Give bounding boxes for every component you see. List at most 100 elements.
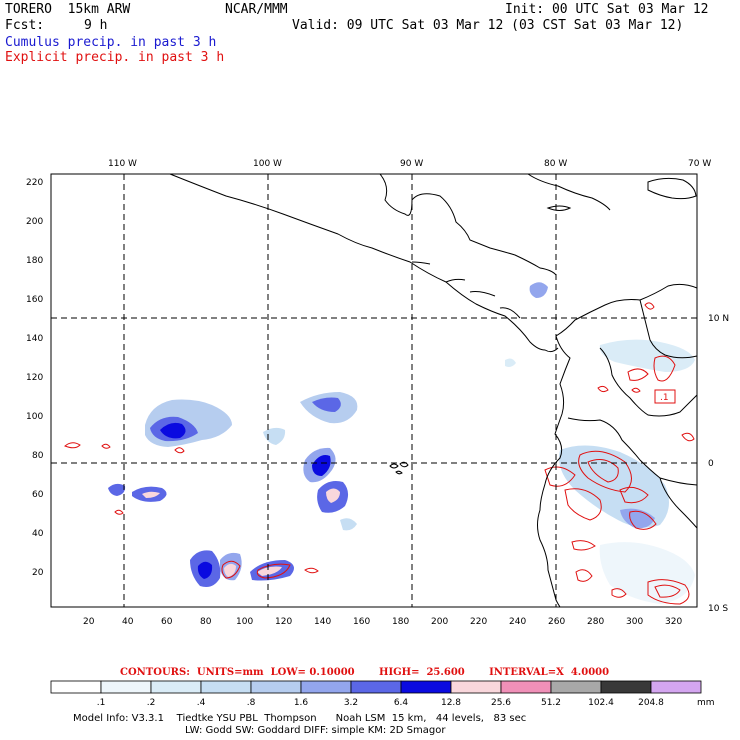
- precip-contour: [114, 509, 124, 515]
- precip-contour: [619, 486, 649, 504]
- precip-area: [108, 483, 126, 496]
- legend-swatch: [600, 680, 652, 694]
- forecast-hours: 9 h: [84, 18, 108, 33]
- label-box-text: .1: [660, 393, 669, 403]
- init-time: Init: 00 UTC Sat 03 Mar 12: [505, 2, 709, 17]
- precip-area: [599, 542, 695, 604]
- legend-swatch: [300, 680, 352, 694]
- precip-contour: [544, 466, 576, 487]
- ecuador-border: [567, 417, 698, 486]
- legend-color-bar: [50, 680, 702, 694]
- cumulus-precip-areas: [108, 282, 695, 604]
- y-tick: 100: [26, 412, 43, 422]
- legend-swatch: [250, 680, 302, 694]
- legend-labels: .1 .2 .4 .8 1.6 3.2 6.4 12.8 25.6 51.2 102.4 204.8: [97, 698, 664, 708]
- legend-swatch: [650, 680, 702, 694]
- jamaica: [546, 205, 572, 211]
- legend-swatch: [550, 680, 602, 694]
- y-tick-labels: 220 200 180 160 140 120 100 80 60 40 20: [26, 178, 44, 578]
- x-tick: 300: [626, 617, 643, 627]
- legend-label: 12.8: [441, 698, 461, 708]
- x-tick: 20: [83, 617, 95, 627]
- lon-label: 90 W: [400, 159, 423, 169]
- precip-area: [599, 339, 695, 372]
- peru-border: [659, 477, 698, 529]
- center-name: NCAR/MMM: [225, 2, 288, 17]
- venezuela-border: [639, 299, 698, 359]
- precip-area: [160, 422, 186, 439]
- precip-area: [340, 518, 357, 531]
- y-tick: 160: [26, 295, 43, 305]
- lon-label: 80 W: [544, 159, 567, 169]
- y-tick: 40: [32, 529, 44, 539]
- legend-swatch: [200, 680, 252, 694]
- x-tick: 60: [161, 617, 173, 627]
- legend-label: 3.2: [344, 698, 358, 708]
- x-tick: 140: [314, 617, 331, 627]
- precip-contour: [644, 302, 655, 310]
- precip-contour: [64, 442, 81, 449]
- contours-info: CONTOURS: UNITS=mm LOW= 0.10000 HIGH= 25…: [120, 667, 610, 678]
- legend-label: .8: [247, 698, 256, 708]
- legend-label: 6.4: [394, 698, 409, 708]
- precip-contour: [597, 385, 609, 393]
- legend-label: 102.4: [588, 698, 614, 708]
- south-america-west: [537, 335, 571, 608]
- precip-contour: [304, 567, 319, 574]
- y-tick: 20: [32, 568, 44, 578]
- precip-area: [529, 282, 548, 298]
- forecast-label: Fcst:: [5, 18, 45, 33]
- cuba: [527, 173, 611, 211]
- precip-contour: [256, 563, 291, 579]
- lon-label: 110 W: [108, 159, 137, 169]
- x-tick: 120: [275, 617, 292, 627]
- x-tick: 280: [587, 617, 604, 627]
- legend-swatch: [50, 680, 102, 694]
- y-tick: 140: [26, 334, 43, 344]
- x-tick: 260: [548, 617, 565, 627]
- legend-label: 204.8: [638, 698, 664, 708]
- mexico-coast: [169, 173, 559, 353]
- x-tick: 80: [200, 617, 212, 627]
- x-tick: 160: [353, 617, 370, 627]
- precip-contour: [653, 355, 676, 382]
- lon-label: 70 W: [688, 159, 711, 169]
- precip-area: [197, 561, 213, 579]
- field1-title: Cumulus precip. in past 3 h: [5, 35, 217, 50]
- x-tick: 180: [392, 617, 409, 627]
- legend-swatch: [400, 680, 452, 694]
- lat-label: 10 S: [708, 604, 728, 614]
- precip-contour: [221, 560, 241, 579]
- precip-area: [312, 455, 331, 476]
- model-info: Model Info: V3.3.1 Tiedtke YSU PBL Thomp…: [73, 713, 527, 724]
- precip-area: [142, 491, 160, 498]
- x-tick: 100: [236, 617, 253, 627]
- south-america-north: [555, 283, 698, 337]
- precip-contour: [101, 443, 111, 449]
- explicit-precip-contours: [64, 302, 695, 605]
- precip-area: [257, 566, 282, 576]
- precip-contour: [575, 569, 593, 582]
- precip-area: [559, 445, 669, 528]
- x-tick: 240: [509, 617, 526, 627]
- map-frame: [50, 173, 698, 608]
- precip-contour: [631, 387, 641, 393]
- precip-area: [263, 427, 286, 445]
- precip-contour: [647, 579, 690, 605]
- y-tick: 60: [32, 490, 44, 500]
- precip-area: [505, 358, 516, 367]
- precip-contour: [578, 450, 632, 493]
- galapagos: [389, 461, 409, 475]
- x-tick: 320: [665, 617, 682, 627]
- y-tick: 120: [26, 373, 43, 383]
- precip-contour: [654, 584, 681, 598]
- y-tick: 180: [26, 256, 43, 266]
- legend-label: .1: [97, 698, 106, 708]
- legend-label: 1.6: [294, 698, 309, 708]
- legend-label: 51.2: [541, 698, 561, 708]
- x-tick-labels: 20 40 60 80 100 120 140 160 180 200 220 …: [83, 617, 682, 627]
- legend-unit: mm: [697, 698, 715, 708]
- y-tick: 80: [32, 451, 44, 461]
- legend-label: 25.6: [491, 698, 511, 708]
